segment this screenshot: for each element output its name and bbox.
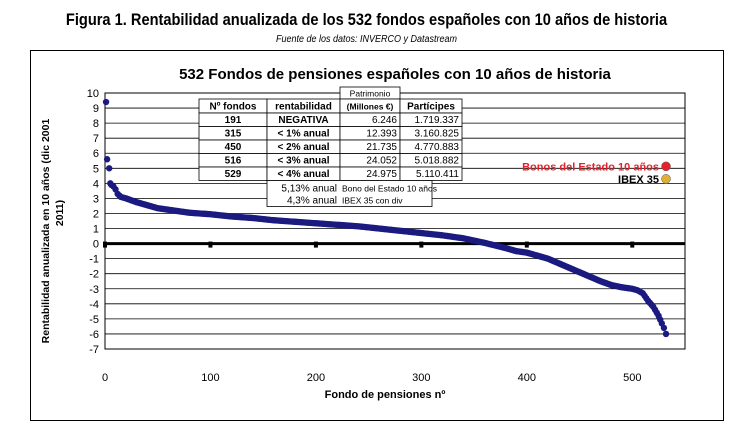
y-tick-label: -5 bbox=[89, 314, 99, 326]
y-tick-label: 6 bbox=[93, 148, 99, 160]
table-cell-text: < 1% anual bbox=[278, 129, 330, 140]
y-tick-label: 0 bbox=[93, 239, 99, 251]
x-tick-label: 500 bbox=[623, 372, 641, 384]
table-cell-text: 1.719.337 bbox=[415, 115, 460, 126]
table-cell-text: 529 bbox=[225, 169, 242, 180]
x-tick-mark bbox=[419, 241, 424, 248]
x-tick-label: 100 bbox=[201, 372, 219, 384]
table-cell-text: 6.246 bbox=[372, 115, 397, 126]
y-tick-label: 9 bbox=[93, 103, 99, 115]
table-extra-text: 4,3% anual bbox=[287, 196, 337, 207]
y-tick-label: 3 bbox=[93, 193, 99, 205]
table-cell-text: NEGATIVA bbox=[278, 115, 328, 126]
table-cell-text: 5.110.411 bbox=[416, 169, 459, 180]
y-tick-label: 2 bbox=[93, 208, 99, 220]
data-point bbox=[103, 156, 111, 163]
table-extra-box bbox=[266, 180, 433, 207]
y-axis-label-cont: 2011) bbox=[54, 200, 66, 226]
table-extra-text: 5,13% anual bbox=[281, 184, 337, 195]
table-header-text: Partícipes bbox=[407, 102, 455, 113]
table-header-text: rentabilidad bbox=[275, 102, 332, 113]
table-cell-text: 315 bbox=[225, 129, 242, 140]
table-cell-text: 191 bbox=[225, 115, 242, 126]
table-extra-text: Bono del Estado 10 años bbox=[342, 184, 437, 194]
data-point bbox=[106, 165, 113, 172]
y-tick-label: -3 bbox=[89, 284, 99, 296]
table-cell-text: 4.770.883 bbox=[415, 142, 460, 153]
y-tick-label: 8 bbox=[93, 118, 99, 130]
x-tick-label: 400 bbox=[518, 372, 536, 384]
y-tick-label: -7 bbox=[89, 344, 99, 356]
table-cell-text: 5.018.882 bbox=[415, 156, 460, 167]
chart-title: 532 Fondos de pensiones españoles con 10… bbox=[179, 66, 611, 83]
x-tick-mark bbox=[313, 241, 318, 248]
table-cell-text: < 3% anual bbox=[278, 156, 330, 167]
table-extra-text: IBEX 35 con div bbox=[342, 196, 403, 206]
y-tick-label: 10 bbox=[87, 88, 99, 100]
x-tick-mark bbox=[630, 241, 635, 248]
table-cell-text: 3.160.825 bbox=[415, 129, 460, 140]
x-tick-mark bbox=[208, 241, 213, 248]
table-cell-text: 24.052 bbox=[366, 156, 397, 167]
y-tick-label: 5 bbox=[93, 163, 99, 175]
y-tick-label: -6 bbox=[89, 329, 99, 341]
chart-svg: 532 Fondos de pensiones españoles con 10… bbox=[40, 66, 686, 401]
y-tick-label: -4 bbox=[89, 299, 99, 311]
y-tick-label: -2 bbox=[89, 269, 99, 281]
x-tick-label: 0 bbox=[102, 372, 108, 384]
table-cell-text: < 4% anual bbox=[278, 169, 330, 180]
x-tick-mark bbox=[524, 241, 529, 248]
table-cell-text: 24.975 bbox=[366, 169, 397, 180]
y-tick-label: 1 bbox=[93, 224, 99, 236]
y-tick-label: -1 bbox=[89, 254, 99, 266]
data-point bbox=[660, 324, 668, 332]
data-point bbox=[662, 330, 670, 338]
table-header-text: Patrimonio bbox=[350, 89, 391, 99]
figure-title: Figura 1. Rentabilidad anualizada de los… bbox=[65, 10, 668, 29]
data-point bbox=[102, 98, 110, 106]
y-tick-label: 7 bbox=[93, 133, 99, 145]
table-header-text: (Millones €) bbox=[347, 102, 394, 112]
x-tick-label: 300 bbox=[412, 372, 430, 384]
table-cell-text: < 2% anual bbox=[278, 142, 330, 153]
table-cell-text: 516 bbox=[225, 156, 242, 167]
y-tick-label: 4 bbox=[93, 178, 99, 190]
highlight-point bbox=[661, 174, 671, 184]
highlight-label: Bonos del Estado 10 años bbox=[522, 161, 659, 173]
chart-frame: 532 Fondos de pensiones españoles con 10… bbox=[30, 50, 724, 421]
table-header-text: Nº fondos bbox=[210, 102, 257, 113]
table-cell-text: 21.735 bbox=[366, 142, 397, 153]
x-tick-label: 200 bbox=[307, 372, 325, 384]
y-axis-label: Rentabilidad anualizada en 10 años (dic … bbox=[40, 119, 52, 344]
table-cell-text: 450 bbox=[225, 142, 242, 153]
highlight-point bbox=[661, 161, 671, 172]
highlight-label: IBEX 35 bbox=[618, 174, 659, 186]
table-cell-text: 12.393 bbox=[366, 129, 397, 140]
x-axis-label: Fondo de pensiones nº bbox=[325, 389, 446, 401]
figure-source: Fuente de los datos: INVERCO y Datastrea… bbox=[275, 34, 458, 45]
x-tick-mark bbox=[103, 241, 107, 248]
